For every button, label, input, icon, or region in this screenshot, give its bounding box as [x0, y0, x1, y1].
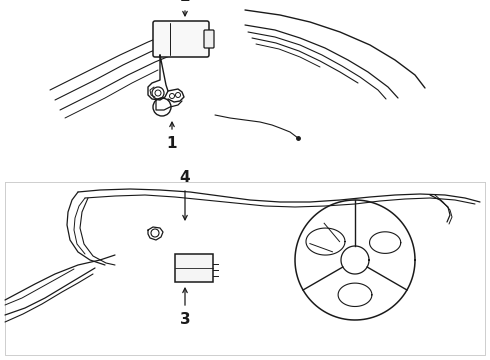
Bar — [175, 254, 213, 282]
FancyBboxPatch shape — [153, 21, 209, 57]
Text: 3: 3 — [180, 312, 190, 327]
Text: 2: 2 — [180, 0, 191, 4]
Text: 4: 4 — [180, 170, 190, 185]
FancyBboxPatch shape — [204, 30, 214, 48]
Text: 1: 1 — [167, 136, 177, 151]
